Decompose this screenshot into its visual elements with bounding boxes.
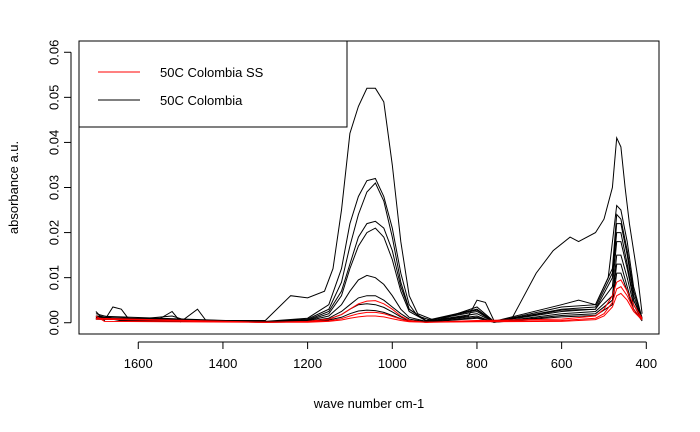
series-layer	[95, 87, 643, 323]
y-tick-label-0.01: 0.01	[46, 265, 61, 290]
x-tick-label-600: 600	[551, 356, 573, 371]
y-axis-label: absorbance a.u.	[6, 141, 21, 234]
legend: 50C Colombia SS 50C Colombia	[78, 40, 348, 128]
y-tick-label-0.05: 0.05	[46, 85, 61, 110]
x-axis-label: wave number cm-1	[313, 396, 425, 411]
y-tick-label-0.04: 0.04	[46, 130, 61, 155]
series-line-1	[95, 177, 643, 322]
x-axis: 1600 1400 1200 1000 800 600 400	[124, 341, 657, 371]
x-tick-label-1200: 1200	[293, 356, 322, 371]
y-tick-label-0.03: 0.03	[46, 175, 61, 200]
x-tick-label-1600: 1600	[124, 356, 153, 371]
legend-label-ss: 50C Colombia SS	[160, 65, 264, 80]
series-line-0	[95, 87, 643, 323]
plot-frame	[78, 40, 660, 335]
legend-box	[78, 40, 348, 128]
series-line-3	[95, 220, 643, 323]
y-tick-label-0.00: 0.00	[46, 310, 61, 335]
x-tick-label-1000: 1000	[378, 356, 407, 371]
series-line-5	[95, 241, 643, 323]
series-line-4	[95, 227, 643, 323]
x-tick-label-400: 400	[635, 356, 657, 371]
y-tick-label-0.02: 0.02	[46, 220, 61, 245]
series-line-10	[95, 286, 643, 323]
series-line-9	[95, 279, 643, 323]
series-line-2	[95, 182, 643, 323]
series-line-6	[95, 254, 643, 323]
x-tick-label-800: 800	[466, 356, 488, 371]
y-axis: 0.00 0.01 0.02 0.03 0.04 0.05 0.06	[46, 40, 72, 335]
series-line-11	[95, 292, 643, 323]
y-tick-label-0.06: 0.06	[46, 40, 61, 65]
legend-label-colombia: 50C Colombia	[160, 93, 243, 108]
x-tick-label-1400: 1400	[208, 356, 237, 371]
